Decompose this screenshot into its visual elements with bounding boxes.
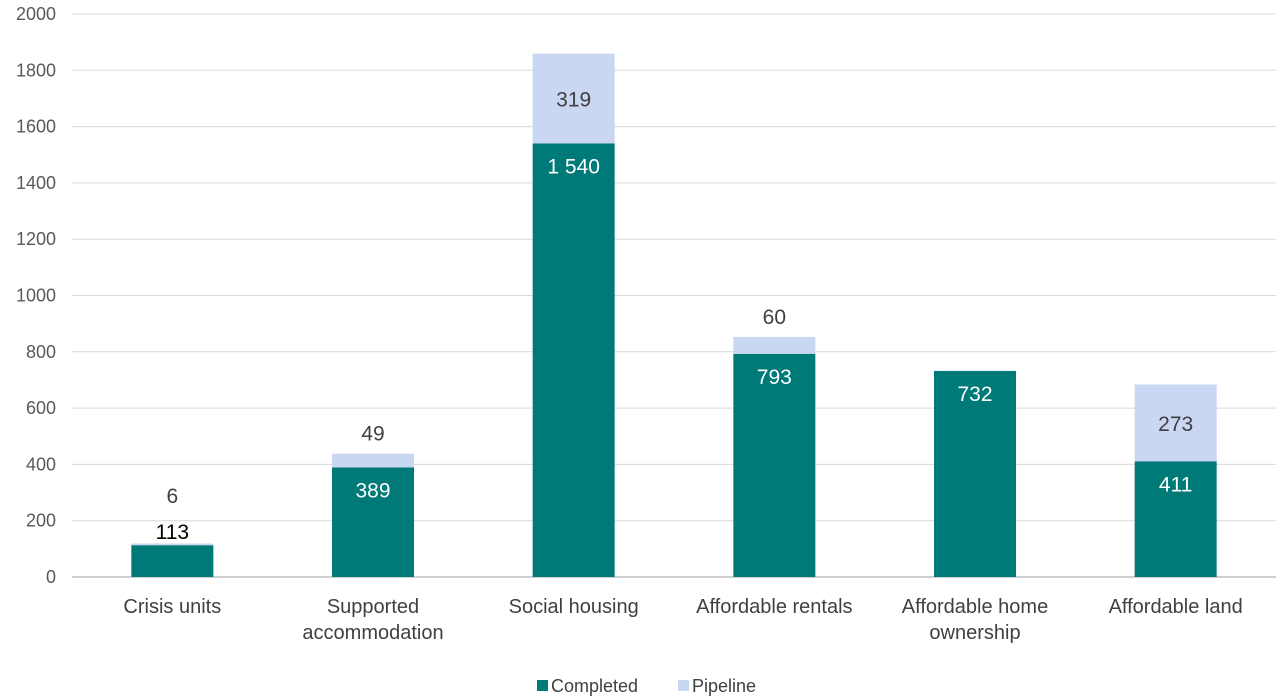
data-label-completed: 411 [1159, 473, 1192, 496]
data-label-pipeline: 273 [1158, 413, 1193, 436]
y-tick-label: 1200 [16, 229, 56, 249]
bar-completed [131, 545, 214, 577]
legend-swatch-pipeline [678, 680, 689, 691]
bars [131, 53, 1217, 578]
data-label-completed: 113 [156, 521, 189, 544]
y-tick-label: 1000 [16, 286, 56, 306]
bar-pipeline [131, 543, 214, 546]
data-label-completed: 1 540 [547, 155, 600, 178]
y-tick-label: 1800 [16, 60, 56, 80]
y-tick-label: 2000 [16, 4, 56, 24]
data-label-pipeline: 6 [166, 485, 178, 508]
category-label: ownership [929, 622, 1020, 644]
category-label: Affordable rentals [696, 596, 852, 618]
bar-completed [934, 370, 1016, 577]
gridlines [72, 13, 1276, 578]
bar-pipeline [532, 53, 615, 144]
data-label-pipeline: 60 [763, 306, 786, 329]
bar-completed [532, 143, 615, 578]
category-label: accommodation [302, 622, 443, 644]
data-label-pipeline: 49 [361, 423, 384, 446]
category-label: Social housing [509, 596, 639, 618]
legend-swatch-completed [537, 680, 548, 691]
category-label: Affordable land [1109, 596, 1243, 618]
bar-pipeline [332, 453, 414, 468]
category-label: Affordable home [902, 596, 1048, 618]
data-label-completed: 793 [757, 366, 792, 389]
legend-label-pipeline: Pipeline [692, 676, 756, 696]
y-tick-label: 800 [26, 342, 56, 362]
y-axis: 0 200 400 600 800 1000 1200 1400 1600 1800 2000 [16, 4, 56, 587]
y-tick-label: 0 [46, 567, 56, 587]
y-tick-label: 200 [26, 511, 56, 531]
data-label-pipeline: 319 [556, 89, 591, 112]
bar-pipeline [1134, 384, 1217, 462]
data-label-completed: 732 [957, 383, 992, 406]
bar-completed [733, 353, 816, 577]
x-axis: Crisis units Supported accommodation Social… [123, 596, 1242, 644]
category-label: Supported [327, 596, 419, 618]
y-tick-label: 400 [26, 454, 56, 474]
data-labels: 113 6 389 49 1 540 319 793 60 732 411 273 [156, 89, 1194, 545]
legend: Completed Pipeline [537, 676, 756, 696]
bar-completed [1134, 461, 1217, 577]
y-tick-label: 1400 [16, 173, 56, 193]
bar-pipeline [733, 336, 816, 354]
y-tick-label: 600 [26, 398, 56, 418]
y-tick-label: 1600 [16, 117, 56, 137]
legend-label-completed: Completed [551, 676, 638, 696]
data-label-completed: 389 [355, 479, 390, 502]
bar-completed [332, 467, 414, 577]
category-label: Crisis units [123, 596, 221, 618]
